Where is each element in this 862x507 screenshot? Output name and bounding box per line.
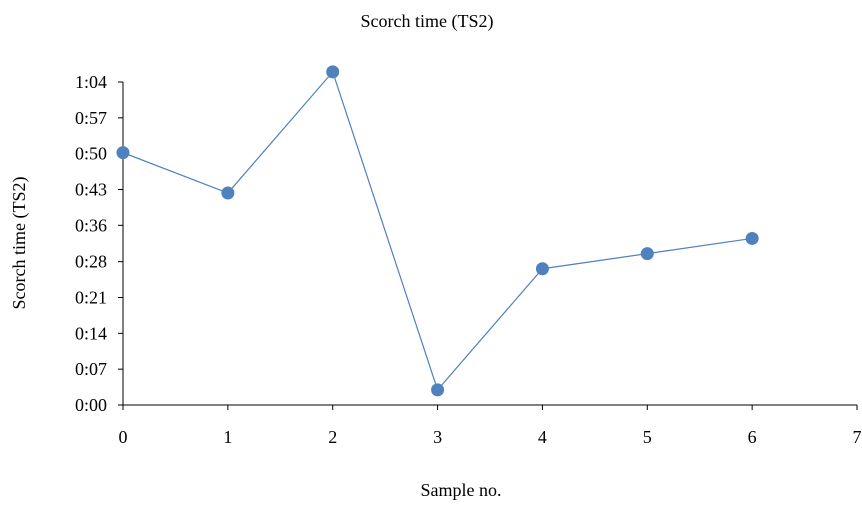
x-tick-label: 6 [748,427,757,447]
y-tick-label: 1:04 [75,72,107,92]
data-point [640,247,654,261]
y-axis-ticks: 0:00 0:07 0:14 0:21 0:28 0:36 0:43 0:50 0:57 1:04 [75,72,123,415]
data-point [535,262,549,276]
y-tick-label: 0:36 [75,215,107,235]
data-point [745,231,759,245]
y-tick-label: 0:21 [75,288,107,308]
chart-title: Scorch time (TS2) [361,11,494,32]
x-tick-label: 7 [853,427,862,447]
y-tick-label: 0:14 [75,323,107,343]
y-tick-label: 0:00 [75,395,107,415]
x-tick-label: 5 [643,427,652,447]
x-axis-title: Sample no. [421,480,502,500]
x-tick-label: 2 [328,427,337,447]
y-tick-label: 0:28 [75,252,107,272]
x-axis-ticks: 0 1 2 3 4 5 6 7 [119,405,862,447]
y-tick-label: 0:57 [75,108,107,128]
data-point [326,65,340,79]
y-tick-label: 0:07 [75,359,107,379]
data-point [116,146,130,160]
x-tick-label: 4 [538,427,547,447]
data-point [431,383,445,397]
x-tick-label: 3 [433,427,442,447]
series-group [116,65,759,397]
y-axis-title: Scorch time (TS2) [9,177,30,310]
series-line [122,70,753,392]
y-tick-label: 0:43 [75,179,107,199]
y-tick-label: 0:50 [75,144,107,164]
data-point [221,186,235,200]
x-tick-label: 1 [223,427,232,447]
x-tick-label: 0 [119,427,128,447]
